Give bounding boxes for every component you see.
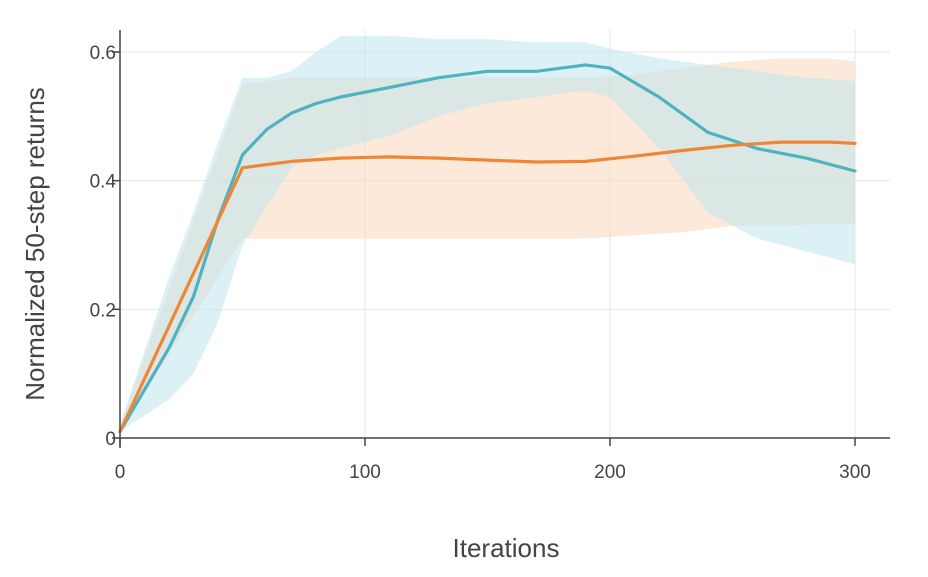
y-axis-title: Normalized 50-step returns — [20, 87, 50, 401]
series-0-line — [118, 140, 857, 434]
y-tick-label: 0.6 — [90, 43, 116, 64]
confidence-bands — [120, 35, 855, 432]
axes — [112, 30, 890, 448]
y-tick-label: 0.4 — [90, 172, 117, 193]
series-1-band — [120, 35, 855, 432]
x-tick-label: 300 — [839, 462, 871, 483]
y-tick-label: 0 — [105, 429, 116, 450]
y-tick-label: 0.2 — [90, 300, 116, 321]
x-axis-title: Iterations — [453, 533, 560, 563]
series-lines — [118, 63, 857, 434]
tick-labels: 0 100 200 300 0 0.2 0.4 0.6 — [90, 43, 871, 483]
x-tick-label: 0 — [115, 462, 126, 483]
x-tick-label: 100 — [349, 462, 381, 483]
x-tick-label: 200 — [594, 462, 626, 483]
